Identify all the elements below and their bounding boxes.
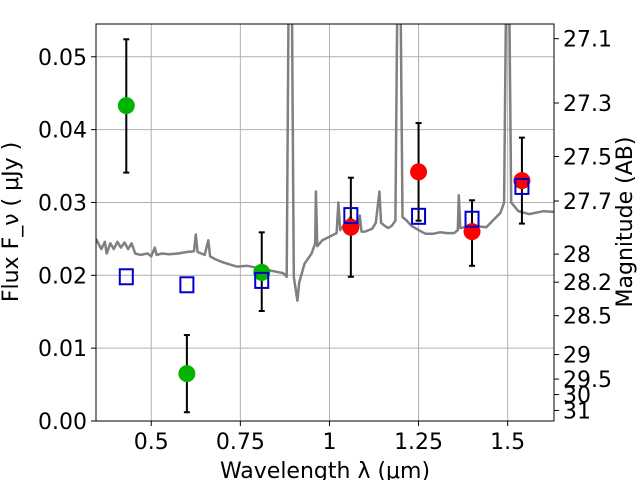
data-point bbox=[513, 172, 531, 190]
model-point bbox=[254, 271, 270, 289]
y2-axis-label: Magnitude (AB) bbox=[613, 137, 638, 308]
spectrum-line bbox=[96, 24, 554, 303]
data-point bbox=[117, 97, 135, 115]
y2-tick-label: 27.1 bbox=[563, 28, 612, 53]
model-point bbox=[514, 177, 530, 195]
x-tick-label: 0.5 bbox=[134, 430, 169, 455]
y2-tick-label: 28.5 bbox=[563, 305, 612, 330]
x-tick-label: 1.25 bbox=[394, 430, 443, 455]
y-tick-label: 0.00 bbox=[38, 410, 87, 435]
data-point bbox=[178, 365, 196, 383]
y-tick-label: 0.02 bbox=[38, 264, 87, 289]
model-point bbox=[464, 210, 480, 228]
x-axis-label: Wavelength λ (μm) bbox=[220, 459, 430, 480]
model-point bbox=[411, 207, 427, 225]
y-tick-label: 0.01 bbox=[38, 337, 87, 362]
y2-tick-label: 27.3 bbox=[563, 92, 612, 117]
data-point bbox=[410, 163, 428, 181]
model-spectrum bbox=[96, 24, 554, 303]
y2-tick-label: 31 bbox=[563, 399, 591, 424]
y2-tick-label: 27.5 bbox=[563, 146, 612, 171]
y2-tick-label: 28.2 bbox=[563, 271, 612, 296]
y2-tick-label: 28 bbox=[563, 243, 591, 268]
plot-frame bbox=[95, 23, 555, 422]
data-markers bbox=[117, 97, 531, 383]
model-point bbox=[343, 207, 359, 225]
grid bbox=[96, 24, 554, 421]
y-tick-label: 0.03 bbox=[38, 191, 87, 216]
x-tick-label: 0.75 bbox=[216, 430, 265, 455]
y2-tick-label: 30 bbox=[563, 384, 591, 409]
model-point bbox=[179, 276, 195, 294]
y2-tick-label: 27.7 bbox=[563, 190, 612, 215]
y-tick-label: 0.04 bbox=[38, 119, 87, 144]
y-tick-label: 0.05 bbox=[38, 46, 87, 71]
x-tick-label: 1 bbox=[322, 430, 336, 455]
y2-tick-label: 29 bbox=[563, 344, 591, 369]
y-axis-label: Flux F_ν ( μJy ) bbox=[0, 142, 24, 302]
y-axis-ticks: 0.00 0.01 0.02 0.03 0.04 0.05 bbox=[38, 46, 96, 435]
y2-tick-label: 29.5 bbox=[563, 368, 612, 393]
x-tick-label: 1.5 bbox=[490, 430, 525, 455]
x-axis-ticks: 0.5 0.75 1 1.25 1.5 bbox=[134, 421, 525, 455]
model-point bbox=[118, 268, 134, 286]
